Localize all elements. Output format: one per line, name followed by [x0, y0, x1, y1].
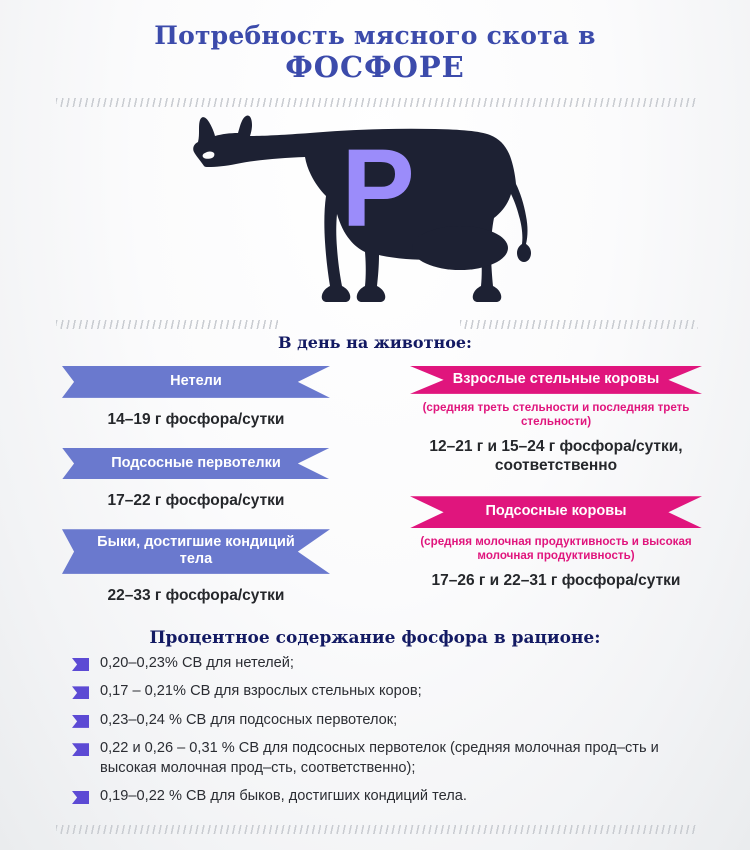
- daily-right-column: Взрослые стельные коровы (средняя треть …: [410, 366, 702, 611]
- cow-silhouette-svg: P: [193, 115, 531, 303]
- list-item-text: 0,17 – 0,21% СВ для взрослых стельных ко…: [100, 683, 422, 700]
- divider-mid-left-ticks: [56, 320, 278, 329]
- divider-mid-left: [56, 320, 278, 329]
- value-heifers: 14–19 г фосфора/сутки: [107, 410, 285, 428]
- percent-list: 0,20–0,23% СВ для нетелей; 0,17 – 0,21% …: [72, 654, 696, 815]
- page-title: Потребность мясного скота в ФОСФОРЕ: [0, 21, 750, 84]
- note-nursing-cows: (средняя молочная продуктивность и высок…: [420, 535, 692, 562]
- flag-bullet-icon: [72, 791, 89, 805]
- banner-nursing-cows: Подсосные коровы: [410, 496, 702, 529]
- list-item-text: 0,20–0,23% СВ для нетелей;: [100, 655, 294, 671]
- banner-heifers: Нетели: [62, 366, 330, 398]
- list-item-text: 0,22 и 0,26 – 0,31 % СВ для подсосных пе…: [100, 740, 659, 776]
- divider-top: [56, 98, 698, 107]
- banner-nursing-first-calf: Подсосные первотелки: [62, 447, 330, 480]
- value-nursing-first-calf: 17–22 г фосфора/сутки: [107, 492, 285, 510]
- percent-section-heading: Процентное содержание фосфора в рационе:: [149, 628, 601, 648]
- banner-nursing-cows-label: Подсосные коровы: [485, 503, 627, 520]
- list-item: 0,22 и 0,26 – 0,31 % СВ для подсосных пе…: [72, 739, 696, 778]
- divider-bottom: [56, 825, 698, 834]
- list-item-text: 0,19–0,22 % СВ для быков, достигших конд…: [100, 788, 467, 805]
- value-nursing-cows: 17–26 г и 22–31 г фосфора/сутки: [431, 571, 681, 589]
- flag-bullet-icon: [72, 743, 89, 757]
- divider-mid-right-ticks: [460, 320, 698, 329]
- banner-nursing-first-calf-label: Подсосные первотелки: [111, 454, 281, 471]
- page-title-line-1: Потребность мясного скота в: [154, 21, 596, 50]
- list-item: 0,23–0,24 % СВ для подсосных первотелок;: [72, 711, 696, 730]
- cow-udder: [412, 226, 508, 270]
- value-bulls: 22–33 г фосфора/сутки: [107, 586, 285, 604]
- value-pregnant-cows: 12–21 г и 15–24 г фосфора/сутки, соответ…: [429, 437, 683, 475]
- banner-pregnant-cows-label: Взрослые стельные коровы: [452, 371, 660, 387]
- banner-bulls-label: Быки, достигшие кондиций тела: [97, 534, 295, 568]
- flag-bullet-icon: [72, 658, 89, 671]
- banner-bulls: Быки, достигшие кондиций тела: [62, 529, 330, 574]
- flag-bullet-icon: [72, 714, 89, 728]
- divider-bottom-ticks: [56, 825, 698, 834]
- flag-bullet-icon: [72, 686, 89, 700]
- note-pregnant-cows: (средняя треть стельности и последняя тр…: [422, 400, 690, 428]
- list-item: 0,17 – 0,21% СВ для взрослых стельных ко…: [72, 682, 696, 701]
- daily-left-column: Нетели 14–19 г фосфора/сутки Подсосные п…: [62, 366, 330, 624]
- cow-illustration: P: [0, 108, 750, 313]
- list-item: 0,19–0,22 % СВ для быков, достигших конд…: [72, 787, 696, 806]
- banner-pregnant-cows: Взрослые стельные коровы: [410, 366, 702, 394]
- list-item: 0,20–0,23% СВ для нетелей;: [72, 654, 696, 673]
- list-item-text: 0,23–0,24 % СВ для подсосных первотелок;: [100, 711, 398, 728]
- page-title-line-2: ФОСФОРЕ: [285, 49, 465, 84]
- banner-heifers-label: Нетели: [170, 373, 222, 389]
- cow-body-group: [193, 115, 531, 303]
- divider-mid-right: [460, 320, 698, 329]
- divider-top-ticks: [56, 98, 698, 107]
- phosphorus-symbol: P: [341, 127, 414, 250]
- daily-section-heading: В день на животное:: [278, 333, 472, 352]
